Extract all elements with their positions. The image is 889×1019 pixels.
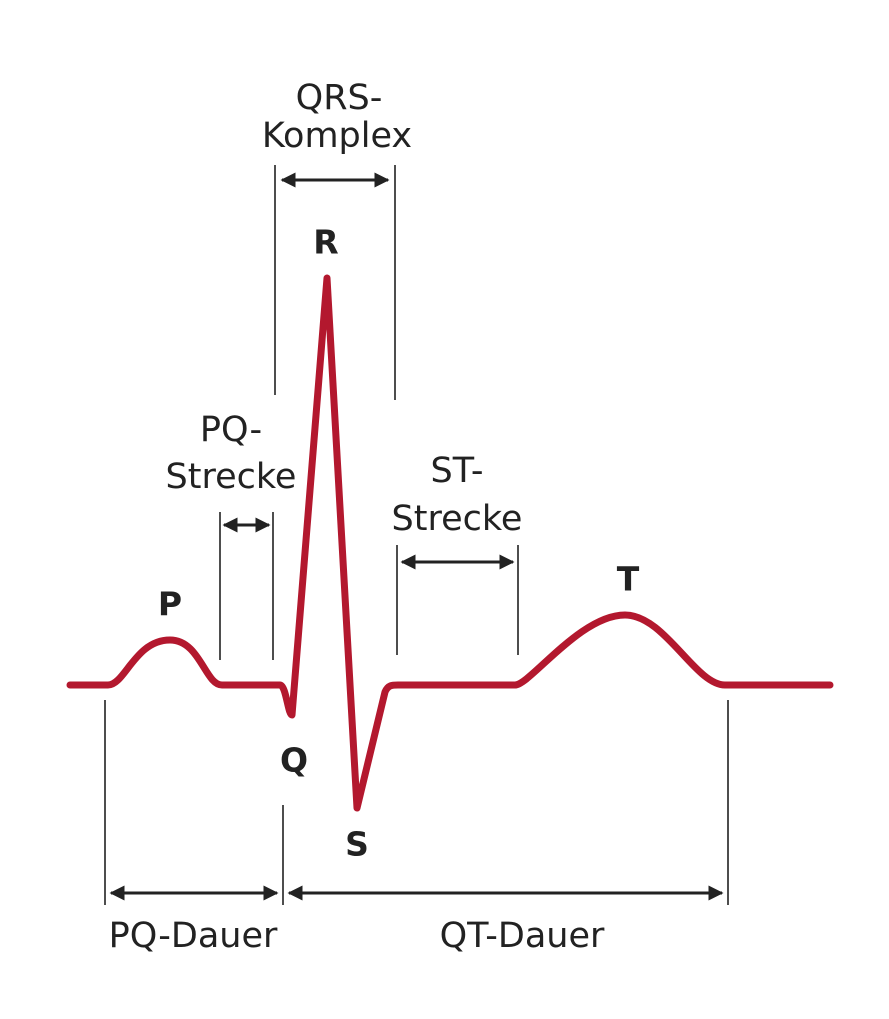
ecg-trace [66,274,834,812]
interval-label: Komplex [262,116,412,156]
interval-label: PQ-Dauer [109,916,278,956]
wave-label: T [617,560,640,599]
wave-label: R [313,223,338,262]
interval-label: PQ- [200,410,262,450]
wave-label: Q [280,741,308,780]
interval-label: ST- [430,451,483,491]
interval-label: QRS- [296,78,383,118]
wave-label: S [345,825,369,864]
interval-label: Strecke [166,457,297,497]
guide-lines [104,165,729,905]
interval-arrows [109,172,724,901]
interval-label: QT-Dauer [440,916,605,956]
interval-label: Strecke [392,499,523,539]
wave-label: P [158,585,182,624]
